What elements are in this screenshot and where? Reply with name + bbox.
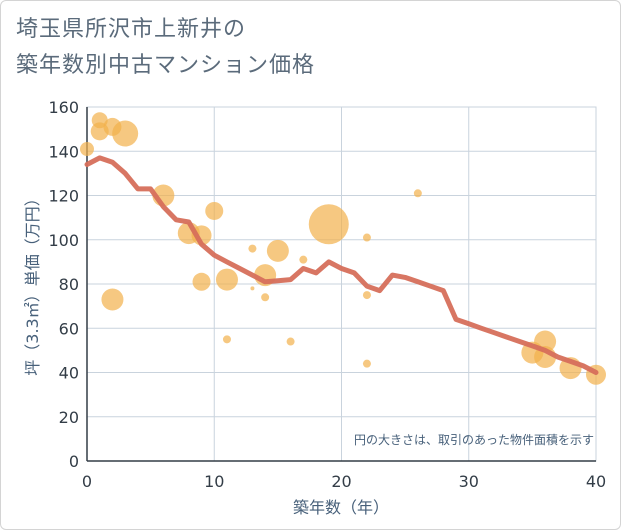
y-tick-label: 80 xyxy=(59,275,79,294)
bubble-point xyxy=(215,268,238,291)
y-axis-label: 坪（3.3㎡）単価（万円） xyxy=(23,190,42,375)
chart-title-line-2: 築年数別中古マンション価格 xyxy=(16,53,316,78)
y-tick-label: 160 xyxy=(48,98,79,117)
bubble-point xyxy=(101,288,124,311)
bubble-point xyxy=(362,233,371,242)
trend-line xyxy=(84,155,599,375)
tick-labels: 0 20 40 60 80 100 120 140 160 0 10 20 30 40 xyxy=(48,98,606,491)
x-tick-label: 40 xyxy=(586,472,606,491)
y-tick-label: 100 xyxy=(48,231,79,250)
y-tick-label: 60 xyxy=(59,319,79,338)
bubble-point xyxy=(80,142,94,157)
y-tick-label: 0 xyxy=(69,452,79,471)
bubble-point xyxy=(222,335,231,344)
grid-lines xyxy=(86,106,597,462)
bubble-size-note: 円の大きさは、取引のあった物件面積を示す xyxy=(354,432,594,447)
bubble-point xyxy=(266,239,289,262)
chart-title: 埼玉県所沢市上新井の 築年数別中古マンション価格 xyxy=(16,12,576,84)
trend-line-series xyxy=(84,155,599,375)
y-tick-label: 20 xyxy=(59,408,79,427)
x-axis-label: 築年数（年） xyxy=(293,498,389,517)
bubble-point xyxy=(362,359,371,368)
bubble-point xyxy=(286,337,295,346)
bubble-point xyxy=(192,272,211,291)
bubble-point xyxy=(205,201,224,220)
bubble-point xyxy=(250,286,255,291)
y-tick-label: 140 xyxy=(48,142,79,161)
x-tick-label: 30 xyxy=(459,472,479,491)
bubble-point xyxy=(362,291,371,300)
x-tick-label: 0 xyxy=(82,472,92,491)
y-tick-label: 40 xyxy=(59,364,79,383)
bubble-point xyxy=(248,244,257,253)
x-tick-label: 10 xyxy=(204,472,224,491)
bubble-point xyxy=(261,293,270,302)
y-tick-label: 120 xyxy=(48,187,79,206)
x-tick-label: 20 xyxy=(331,472,351,491)
bubble-point xyxy=(413,189,422,198)
bubble-point xyxy=(308,204,349,245)
bubble-point xyxy=(112,120,139,147)
bubble-point xyxy=(299,255,308,264)
chart-title-line-1: 埼玉県所沢市上新井の xyxy=(16,17,247,42)
